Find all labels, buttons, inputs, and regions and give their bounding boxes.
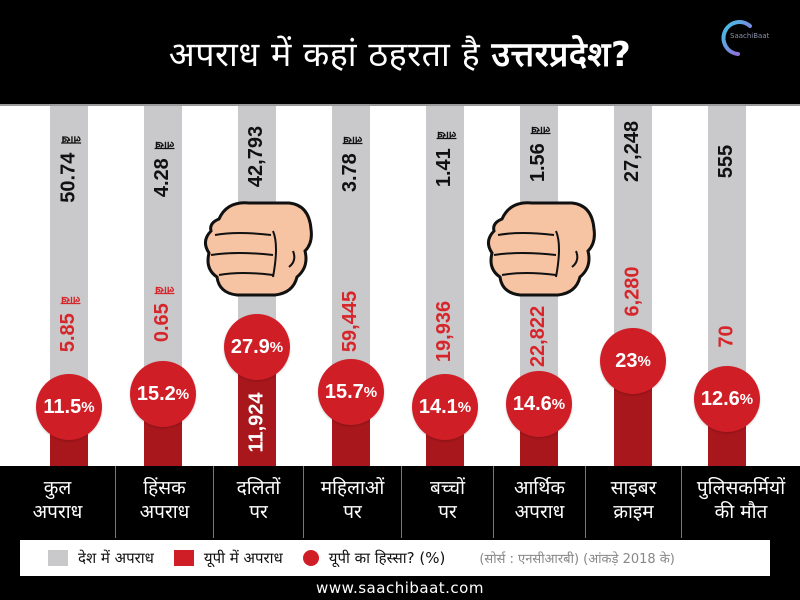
up-value-women: 59,445: [339, 290, 362, 352]
source-note: (सोर्स : एनसीआरबी) (आंकड़े 2018 के): [479, 552, 675, 567]
share-circle-economic: 14.6%: [506, 371, 572, 437]
share-circle-women: 15.7%: [318, 359, 384, 425]
page-title: अपराध में कहां ठहरता है उत्तरप्रदेश?: [0, 30, 800, 76]
category-dalits: दलितों पर: [214, 466, 304, 538]
india-value-violent: 4.28लाख: [151, 138, 175, 197]
share-circle-total: 11.5%: [36, 374, 102, 440]
red-square-icon: [173, 550, 194, 566]
header: अपराध में कहां ठहरता है उत्तरप्रदेश? Saa…: [0, 0, 800, 104]
category-cyber: साइबर क्राइम: [586, 466, 682, 538]
share-circle-police: 12.6%: [694, 366, 760, 432]
up-value-cyber: 6,280: [621, 265, 644, 317]
category-economic: आर्थिक अपराध: [494, 466, 586, 538]
legend: देश में अपराध यूपी में अपराध यूपी का हिस…: [20, 540, 770, 576]
up-value-dalits: 11,924: [245, 391, 268, 453]
india-value-children: 1.41लाख: [433, 128, 457, 187]
saachibaat-logo-icon: [721, 20, 752, 56]
title-regular: अपराध में कहां ठहरता है: [168, 35, 492, 75]
legend-item-india: देश में अपराध: [48, 548, 154, 568]
india-value-cyber: 27,248: [621, 120, 644, 182]
logo-text: SaachiBaat: [730, 32, 770, 40]
india-value-total: 50.74लाख: [57, 132, 81, 203]
website-url: www.saachibaat.com: [316, 579, 484, 597]
up-value-police: 70: [715, 324, 738, 348]
legend-item-share: यूपी का हिस्सा? (%): [302, 548, 445, 568]
legend-item-up: यूपी में अपराध: [173, 548, 283, 568]
india-value-police: 555: [715, 144, 738, 178]
share-circle-dalits: 27.9%: [224, 314, 290, 380]
up-value-economic: 22,822: [527, 305, 550, 367]
up-value-violent: 0.65लाख: [151, 283, 175, 342]
category-women: महिलाओं पर: [304, 466, 402, 538]
red-circle-icon: [302, 550, 319, 566]
chart-area: 50.74लाख 5.85लाख 11.5% 4.28लाख 0.65लाख 1…: [0, 104, 800, 468]
india-value-women: 3.78लाख: [339, 133, 363, 192]
up-value-total: 5.85लाख: [57, 293, 81, 352]
category-total-crime: कुल अपराध: [0, 466, 116, 538]
share-circle-cyber: 23%: [600, 328, 666, 394]
title-bold: उत्तरप्रदेश?: [491, 35, 632, 75]
category-labels: कुल अपराध हिंसक अपराध दलितों पर महिलाओं पर ब…: [0, 466, 800, 538]
share-circle-violent: 15.2%: [130, 361, 196, 427]
category-children: बच्चों पर: [402, 466, 494, 538]
category-police-deaths: पुलिसकर्मियों की मौत: [696, 477, 786, 523]
share-circle-children: 14.1%: [412, 374, 478, 440]
gray-square-icon: [48, 550, 68, 566]
fist-icon: [204, 201, 313, 297]
up-value-children: 19,936: [433, 300, 456, 362]
category-violent-crime: हिंसक अपराध: [116, 466, 214, 538]
fist-icon: [487, 201, 596, 297]
